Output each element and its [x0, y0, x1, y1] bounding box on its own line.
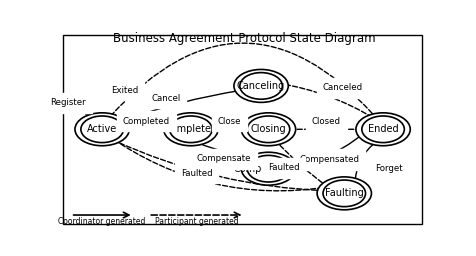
Ellipse shape: [239, 73, 282, 99]
Text: Canceled: Canceled: [321, 83, 361, 92]
Text: Business Agreement Protocol State Diagram: Business Agreement Protocol State Diagra…: [113, 32, 375, 45]
Text: Forget: Forget: [375, 164, 402, 173]
Ellipse shape: [233, 69, 288, 102]
FancyArrowPatch shape: [112, 140, 325, 191]
Text: Faulted: Faulted: [180, 169, 212, 178]
FancyArrowPatch shape: [212, 129, 245, 130]
Ellipse shape: [241, 113, 295, 146]
Ellipse shape: [169, 116, 212, 143]
FancyArrowPatch shape: [289, 136, 360, 165]
Ellipse shape: [75, 113, 129, 146]
Text: Faulting: Faulting: [324, 188, 363, 198]
Text: Closed: Closed: [311, 117, 339, 126]
Text: Compensated: Compensated: [299, 155, 359, 164]
FancyArrowPatch shape: [354, 141, 377, 185]
FancyArrowPatch shape: [197, 143, 256, 156]
Ellipse shape: [163, 113, 218, 146]
FancyArrowPatch shape: [274, 140, 327, 187]
Text: Compensating: Compensating: [233, 164, 303, 174]
FancyArrowPatch shape: [117, 90, 242, 123]
FancyBboxPatch shape: [63, 35, 421, 224]
Ellipse shape: [361, 116, 404, 143]
Text: Compensate: Compensate: [196, 154, 250, 163]
FancyArrowPatch shape: [110, 43, 373, 116]
Ellipse shape: [322, 180, 365, 207]
FancyArrowPatch shape: [278, 83, 375, 119]
FancyArrowPatch shape: [108, 136, 327, 191]
Ellipse shape: [247, 155, 289, 182]
Ellipse shape: [247, 116, 289, 143]
Ellipse shape: [317, 177, 371, 210]
Text: Closing: Closing: [250, 124, 286, 134]
Text: Faulted: Faulted: [268, 163, 299, 172]
Ellipse shape: [241, 152, 295, 185]
Text: Ended: Ended: [367, 124, 397, 134]
Text: Exited: Exited: [110, 86, 138, 95]
Text: Completed: Completed: [164, 124, 217, 134]
Text: Canceling: Canceling: [237, 81, 285, 91]
Text: Cancel: Cancel: [151, 94, 180, 103]
Ellipse shape: [355, 113, 409, 146]
Text: Active: Active: [87, 124, 117, 134]
FancyArrowPatch shape: [123, 129, 168, 130]
Text: Coordinator generated: Coordinator generated: [59, 217, 146, 226]
Text: Close: Close: [218, 117, 241, 126]
Ellipse shape: [81, 116, 123, 143]
Text: Register: Register: [50, 98, 86, 107]
Text: Participant generated: Participant generated: [154, 217, 238, 226]
Text: Completed: Completed: [123, 117, 170, 126]
FancyArrowPatch shape: [289, 129, 359, 130]
